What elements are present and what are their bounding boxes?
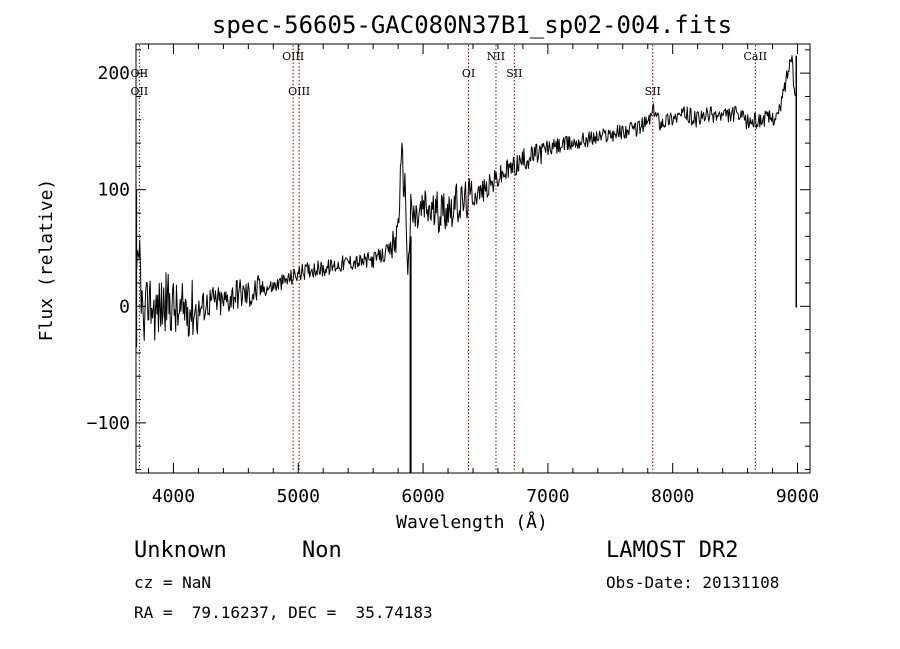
x-tick-label: 9000 — [776, 486, 819, 507]
plot-border — [135, 43, 811, 474]
line-label: OI — [462, 67, 475, 80]
line-label: OII — [131, 67, 149, 80]
line-label: SII — [645, 85, 661, 98]
coordinates: RA = 79.16237, DEC = 35.74183 — [134, 603, 433, 622]
y-tick-label: −100 — [87, 413, 130, 434]
spectral-subclass: Non — [302, 538, 342, 563]
line-label: NII — [487, 50, 505, 63]
y-tick-label: 0 — [119, 296, 130, 317]
line-label: SII — [506, 67, 522, 80]
redshift-value: cz = NaN — [134, 573, 212, 592]
x-tick-label: 7000 — [526, 486, 569, 507]
y-tick-label: 200 — [97, 63, 130, 84]
x-axis-label: Wavelength (Å) — [396, 511, 548, 533]
chart-title: spec-56605-GAC080N37B1_sp02-004.fits — [212, 11, 732, 39]
x-tick-label: 4000 — [152, 486, 195, 507]
x-tick-label: 6000 — [401, 486, 444, 507]
line-label: OII — [131, 85, 149, 98]
line-label: CaII — [743, 50, 767, 63]
plot-frame — [135, 43, 811, 474]
y-tick-label: 100 — [97, 180, 130, 201]
spectral-class: Unknown — [134, 538, 227, 563]
x-tick-label: 8000 — [651, 486, 694, 507]
spectrum-line — [135, 55, 796, 341]
tick-labels: 4000 5000 6000 7000 8000 9000 −100 0 100 200 — [87, 63, 820, 507]
line-label: OIII — [288, 85, 310, 98]
y-axis-label: Flux (relative) — [36, 179, 57, 342]
spectrum-series — [135, 55, 798, 473]
axis-ticks — [136, 44, 810, 473]
survey-name: LAMOST DR2 — [606, 538, 739, 563]
line-label: OIII — [282, 50, 304, 63]
x-tick-label: 5000 — [277, 486, 320, 507]
observation-date: Obs-Date: 20131108 — [606, 573, 780, 592]
